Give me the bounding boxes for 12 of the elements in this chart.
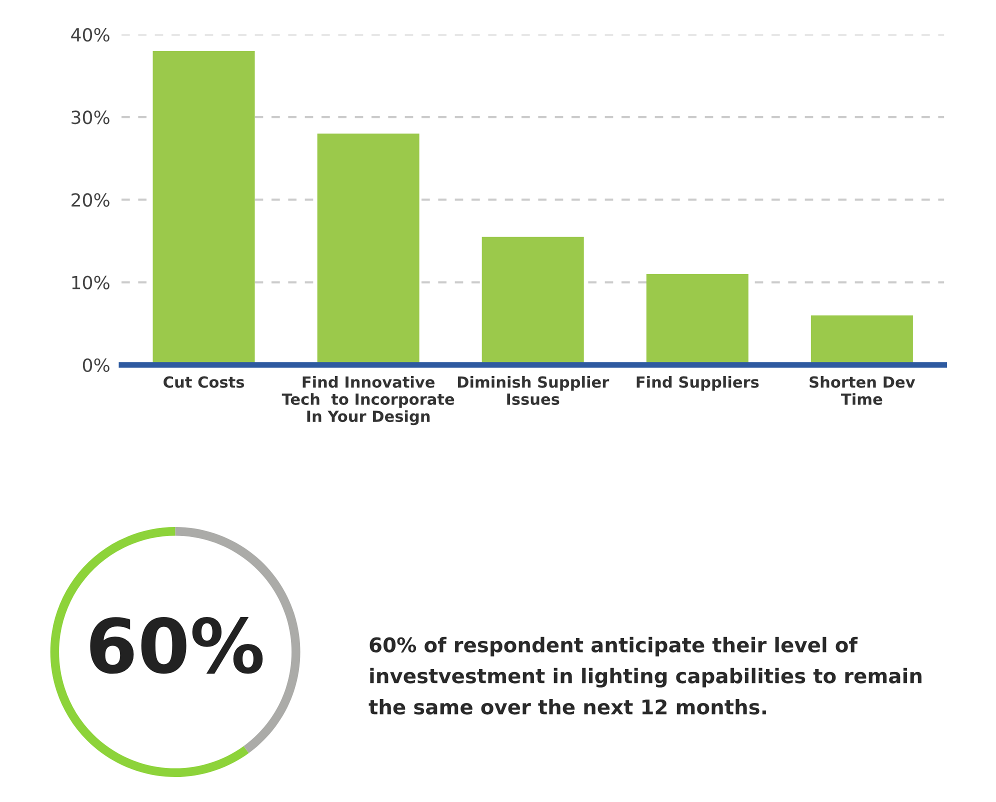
y-tick-label: 30% (72, 110, 110, 124)
y-tick-label: 20% (72, 193, 110, 207)
y-tick-label: 10% (72, 276, 110, 290)
y-tick-label: 0% (82, 358, 110, 372)
x-tick-label: Find Innovative Tech to Incorporate In Your Design (282, 376, 454, 426)
text: 60% of respondent anticipate their level of investvestment in lighting capabilities to remain the same over the next 12 months. (368, 636, 922, 715)
x-tick-label: Cut Costs (164, 376, 244, 388)
x-tick-label: Find Suppliers (636, 376, 759, 391)
x-tick-label: Shorten Dev Time (810, 376, 916, 405)
x-tick-label: Diminish Supplier Issues (458, 376, 610, 405)
y-tick-label: 40% (71, 28, 110, 42)
text: 60% (90, 617, 263, 674)
